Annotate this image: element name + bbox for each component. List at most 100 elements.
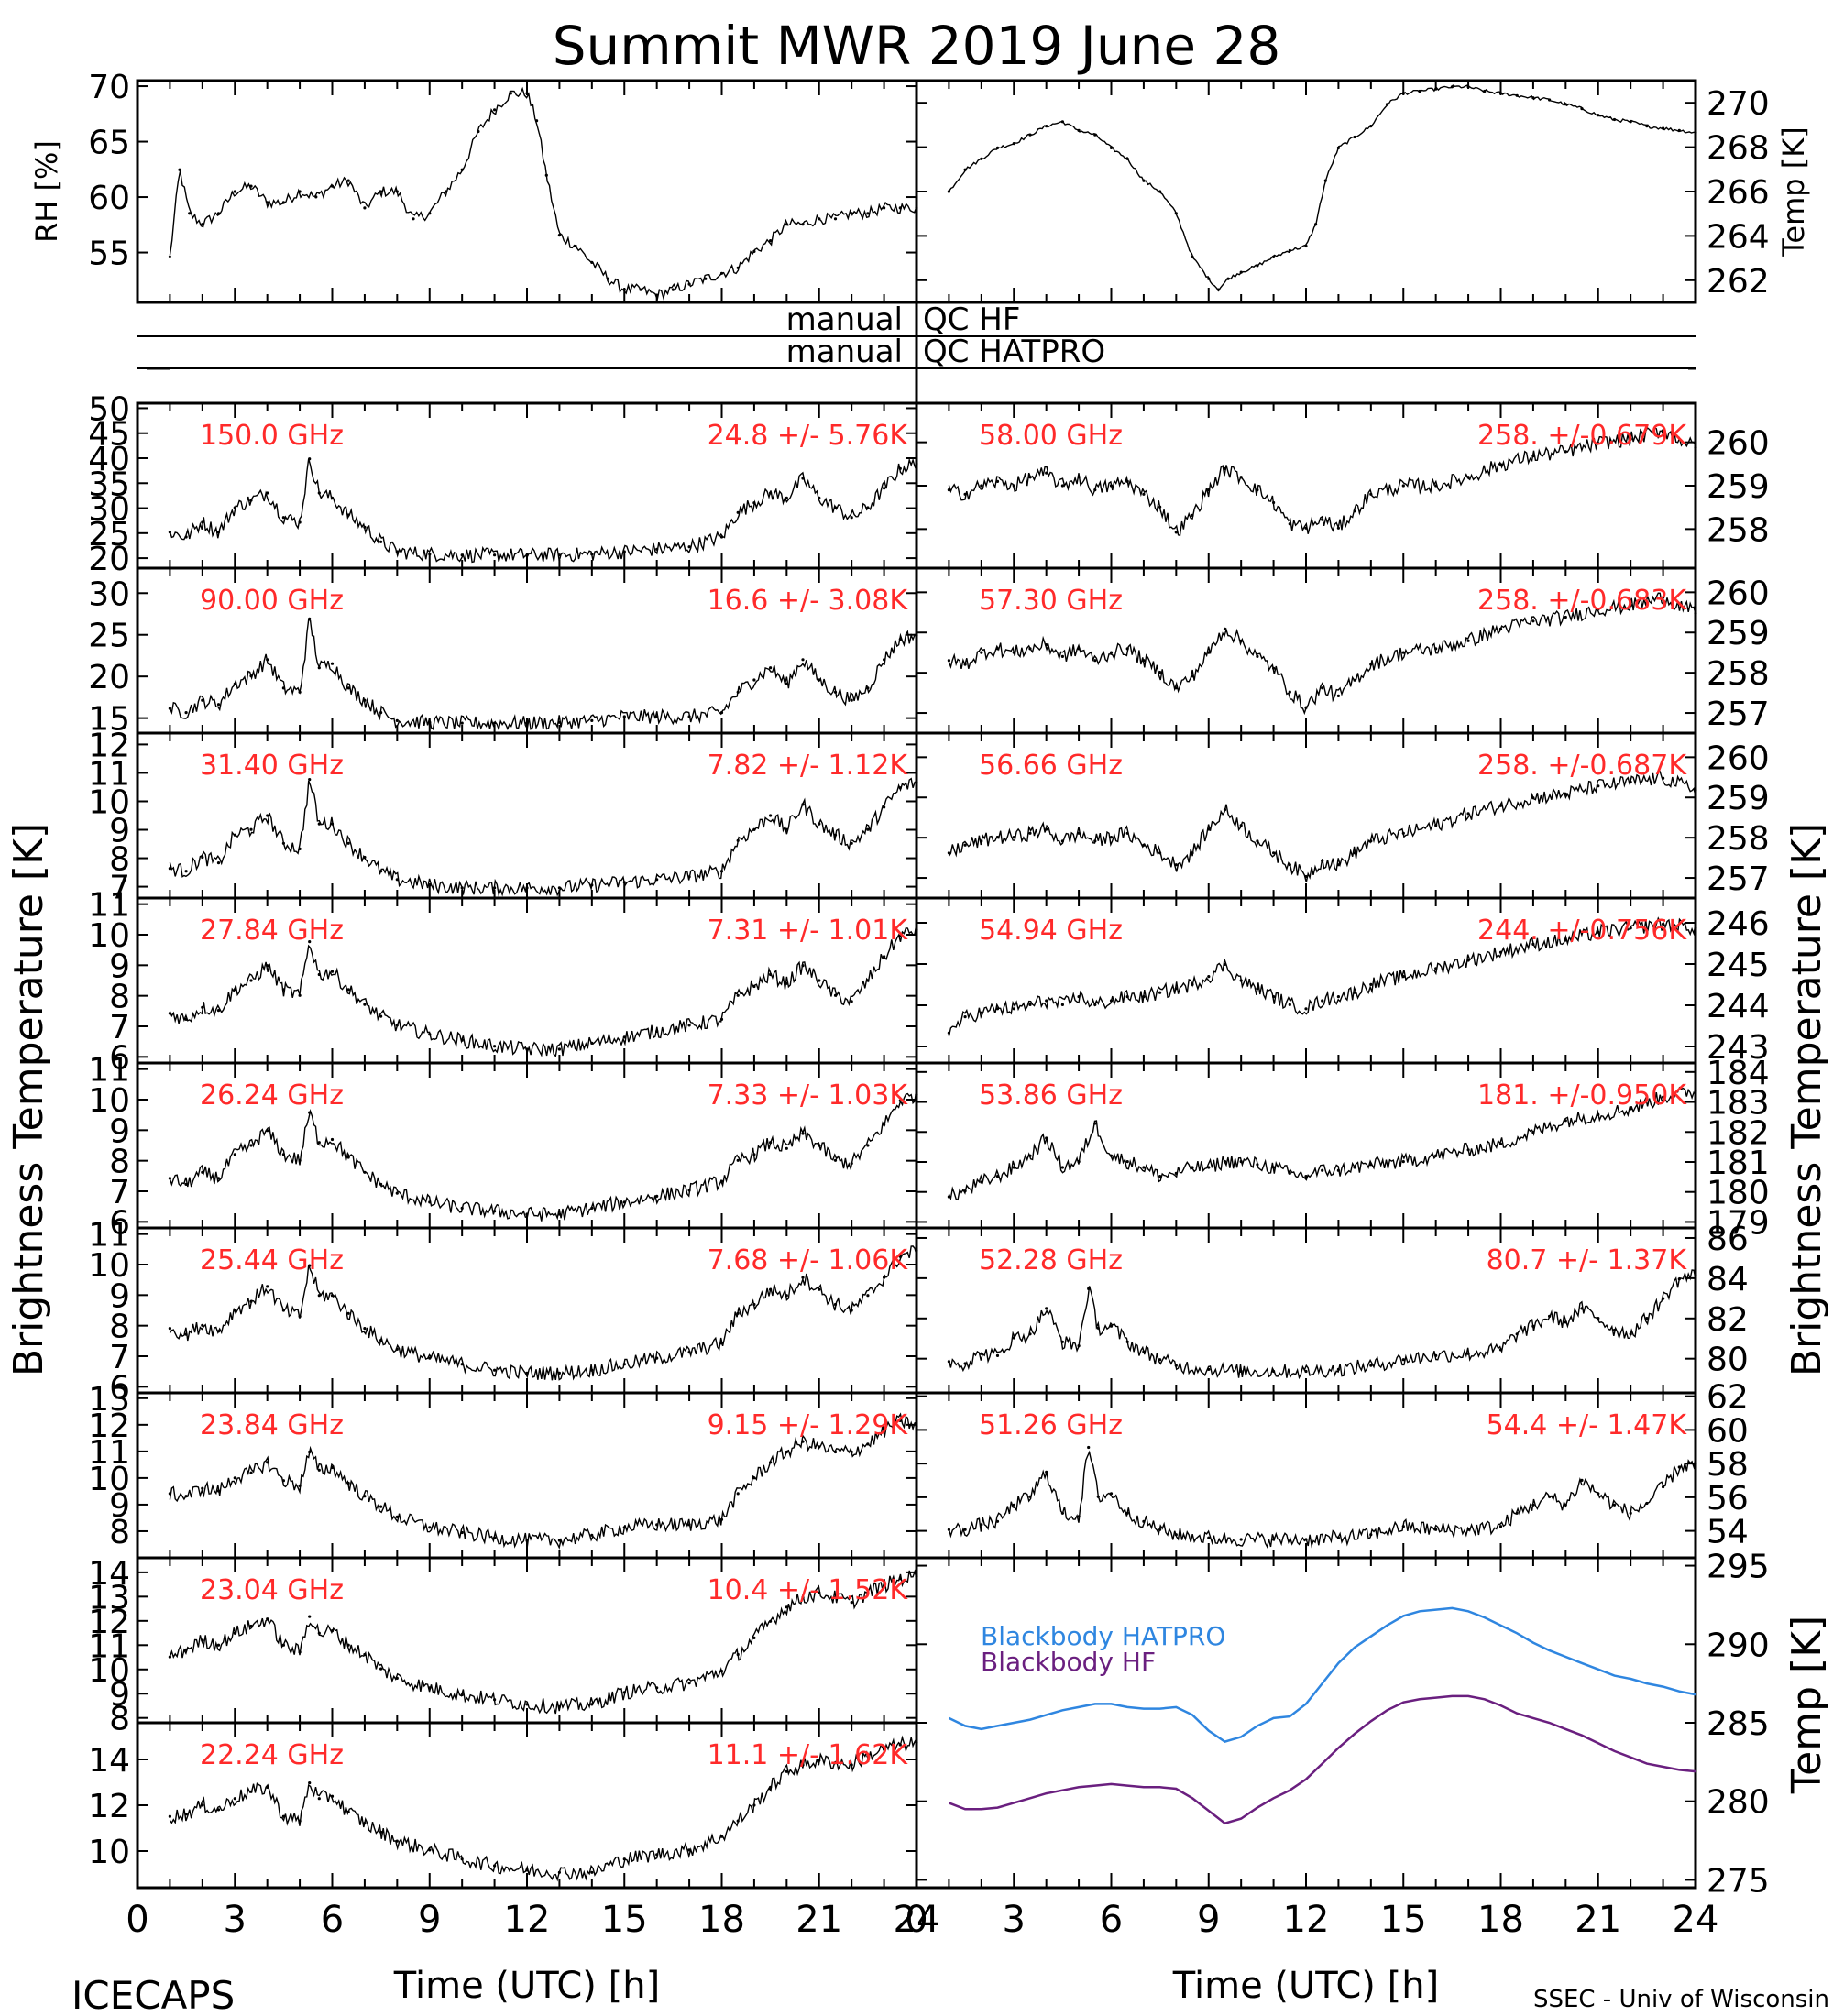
panel-f2784-data-point <box>308 940 312 944</box>
panel-f2304-data-point <box>317 1631 321 1635</box>
panel-f2624-data-point <box>525 1212 529 1216</box>
stats-label: 7.68 +/- 1.06K <box>708 1244 909 1276</box>
panel-f5386-data-point <box>1012 1166 1015 1169</box>
panel-f2224-data-point <box>184 1813 188 1816</box>
y-tick-label: 11 <box>88 1434 130 1472</box>
y-tick-label: 260 <box>1707 425 1770 463</box>
panel-f5386-data-point <box>1223 1160 1227 1164</box>
panel-f5386-data-point <box>1174 1171 1178 1175</box>
panel-temp-yaxis: 262 264 266 268 270 <box>916 85 1770 301</box>
panel-f5730-data-point <box>1321 686 1324 690</box>
x-tick-label: 15 <box>1380 1899 1427 1941</box>
panel-rh-data-point <box>233 190 236 193</box>
panel-f90-data-point <box>168 707 171 710</box>
panel-f90-data-point <box>557 720 562 724</box>
panel-f5730-trace <box>947 592 1697 716</box>
panel-f5800-data-point <box>1531 455 1535 458</box>
panel-f2784-data-point <box>850 1000 853 1003</box>
panel-f5386-data-point <box>1662 1095 1665 1099</box>
y-tick-label: 257 <box>1707 860 1770 898</box>
panel-f2624-data-point <box>249 1144 253 1147</box>
panel-f5228-data-point <box>1694 1273 1697 1276</box>
panel-f2544-data-point <box>168 1327 171 1331</box>
panel-f90-data-point <box>460 721 464 725</box>
panel-f2624-trace-path <box>169 1087 917 1222</box>
y-tick-label: 11 <box>88 1052 130 1090</box>
y-tick-label: 13 <box>88 1579 130 1616</box>
panel-f5666-data-point <box>1272 851 1276 855</box>
panel-f2544-data-point <box>785 1294 788 1298</box>
panel-f5800-data-point <box>995 479 1000 484</box>
panel-rh-data-point <box>168 255 171 258</box>
panel-f90-data-point <box>769 666 773 670</box>
panel-temp-data-point <box>1239 270 1243 274</box>
panel-f150-data-point <box>557 553 562 557</box>
panel-temp-data-point <box>1323 179 1327 182</box>
panel-rh-data-point <box>655 293 659 297</box>
panel-f5666-data-point <box>1191 851 1194 855</box>
panel-f5666-trace-path <box>948 770 1696 882</box>
panel-f5730-data-point <box>1239 639 1243 642</box>
panel-f5126-data-point <box>1498 1525 1503 1528</box>
panel-f5228-data-point <box>1077 1344 1081 1348</box>
panel-f5386-data-point <box>1304 1175 1308 1178</box>
stats-label: 258. +/-0.683K <box>1477 585 1687 617</box>
panel-f5386-data-point <box>1272 1166 1276 1169</box>
panel-f5126-trace-path <box>948 1450 1696 1549</box>
panel-f2224-data-point <box>833 1761 838 1765</box>
panel-f5730-data-point <box>1629 604 1632 608</box>
panel-f5126-data-point <box>1466 1528 1470 1531</box>
panel-f5386-data-point <box>1498 1142 1503 1145</box>
panel-f2384-data-point <box>785 1450 788 1454</box>
panel-f5494-data-point <box>1629 926 1632 930</box>
panel-f150-data-point <box>898 466 902 470</box>
y-tick-label: 243 <box>1707 1029 1770 1067</box>
panel-f5800-data-point <box>1434 484 1438 488</box>
panel-f5126-data-point <box>1677 1465 1681 1469</box>
panel-f5730-data-point <box>1272 666 1276 670</box>
stats-label: 10.4 +/- 1.52K <box>708 1574 909 1606</box>
panel-f5126-data-point <box>1272 1538 1276 1541</box>
qc-hf-prefix: manual <box>786 301 903 338</box>
y-tick-label: 82 <box>1707 1301 1749 1339</box>
panel-f150-data-point <box>298 520 302 524</box>
panel-temp-data-point <box>1314 223 1318 226</box>
panel-f5228-data-point <box>1109 1324 1114 1328</box>
y-tick-label: 9 <box>109 1676 130 1714</box>
panel-f5800-data-point <box>1256 488 1259 492</box>
y-tick-label: 45 <box>88 416 130 454</box>
y-tick-label: 62 <box>1707 1379 1749 1417</box>
panel-f5494-data-point <box>1401 975 1405 979</box>
panel-f2784-data-point <box>785 981 788 985</box>
panel-f5666-data-point <box>1207 827 1211 831</box>
panel-rh-data-point <box>525 92 529 95</box>
panel-f3140-data-point <box>379 870 383 873</box>
panel-f2624-data-point <box>298 1158 302 1162</box>
panel-f3140-data-point <box>898 786 902 790</box>
panel-temp-data-point <box>963 168 967 171</box>
panel-f2224-data-point <box>557 1870 562 1874</box>
panel-f5730-data-point <box>1109 651 1114 654</box>
panel-f2544-data-point <box>346 1311 350 1315</box>
panel-f2224-data-point <box>216 1808 221 1812</box>
stats-label: 7.31 +/- 1.01K <box>708 915 909 947</box>
panel-f5126-data-point <box>1304 1538 1308 1541</box>
y-tick-label: 9 <box>109 948 130 985</box>
panel-f2784-data-point <box>801 964 805 968</box>
panel-rh-data-point <box>622 288 626 291</box>
panel-f2224-data-point <box>281 1814 285 1818</box>
panel-f2304-data-point <box>330 1629 335 1633</box>
panel-f90-yaxis: 15 20 25 30 <box>88 575 916 739</box>
panel-f2384-data-point <box>233 1476 236 1480</box>
y-tick-label: 10 <box>88 1834 130 1871</box>
panel-f5386-data-point <box>1239 1160 1243 1164</box>
blackbody-hf-legend: Blackbody HF <box>981 1647 1156 1677</box>
panel-f3140-data-point <box>622 881 626 884</box>
panel-f5228-data-point <box>1629 1332 1632 1336</box>
panel-f5494-data-point <box>1109 999 1114 1003</box>
panel-f150-data-point <box>168 531 171 534</box>
panel-f90-trace-path <box>169 619 917 732</box>
panel-f5126-trace <box>947 1445 1697 1549</box>
